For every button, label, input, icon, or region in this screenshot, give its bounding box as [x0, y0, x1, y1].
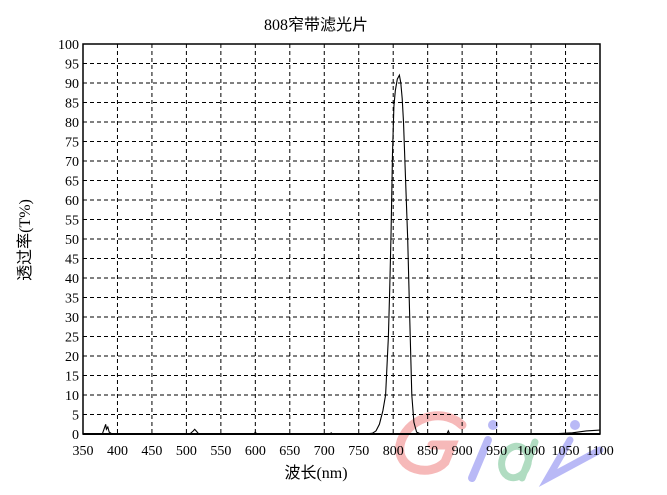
x-tick-label: 500 — [176, 444, 197, 459]
watermark-letter-i — [538, 420, 604, 487]
y-tick-label: 70 — [65, 155, 79, 170]
x-tick-label: 800 — [383, 444, 404, 459]
y-axis-label: 透过率(T%) — [16, 199, 34, 281]
y-tick-label: 45 — [65, 253, 79, 268]
y-tick-label: 5 — [72, 409, 79, 424]
transmission-curve — [83, 73, 601, 435]
y-tick-label: 30 — [65, 311, 79, 326]
x-tick-label: 950 — [486, 444, 507, 459]
y-tick-label: 0 — [72, 428, 79, 443]
y-tick-label: 25 — [65, 331, 79, 346]
watermark-logo — [395, 411, 604, 487]
x-tick-label: 700 — [314, 444, 335, 459]
x-tick-label: 1050 — [552, 444, 580, 459]
x-tick-label: 650 — [279, 444, 300, 459]
chart-title: 808窄带滤光片 — [264, 16, 368, 34]
x-tick-label: 750 — [348, 444, 369, 459]
watermark-letter-g — [395, 411, 467, 475]
x-tick-label: 550 — [210, 444, 231, 459]
x-tick-label: 900 — [452, 444, 473, 459]
y-tick-label: 100 — [58, 38, 79, 53]
x-tick-label: 1100 — [586, 444, 613, 459]
x-tick-label: 450 — [141, 444, 162, 459]
y-tick-label: 20 — [65, 350, 79, 365]
y-tick-label: 50 — [65, 233, 79, 248]
y-tick-label: 55 — [65, 214, 79, 229]
x-tick-label: 1000 — [517, 444, 545, 459]
y-tick-label: 40 — [65, 272, 79, 287]
y-tick-label: 80 — [65, 116, 79, 131]
y-tick-label: 35 — [65, 292, 79, 307]
y-tick-label: 95 — [65, 58, 79, 73]
y-tick-label: 85 — [65, 97, 79, 112]
x-tick-label: 400 — [107, 444, 128, 459]
y-tick-label: 65 — [65, 175, 79, 190]
x-tick-labels: 350 400 450 500 550 600 650 700 750 800 850 900 950 1… — [73, 444, 614, 459]
x-tick-label: 850 — [417, 444, 438, 459]
x-tick-label: 600 — [245, 444, 266, 459]
watermark-letter-i — [468, 420, 498, 482]
y-tick-label: 15 — [65, 370, 79, 385]
grid — [83, 44, 600, 434]
x-tick-label: 350 — [73, 444, 94, 459]
y-tick-label: 75 — [65, 136, 79, 151]
y-tick-label: 10 — [65, 389, 79, 404]
y-tick-labels: 0 5 10 15 20 25 30 35 40 45 50 55 60 65 70 75 80 85 90 95 10… — [58, 38, 79, 443]
x-axis-label: 波长(nm) — [284, 464, 347, 482]
y-tick-label: 60 — [65, 194, 79, 209]
watermark-letter-a — [498, 438, 539, 482]
y-tick-label: 90 — [65, 77, 79, 92]
